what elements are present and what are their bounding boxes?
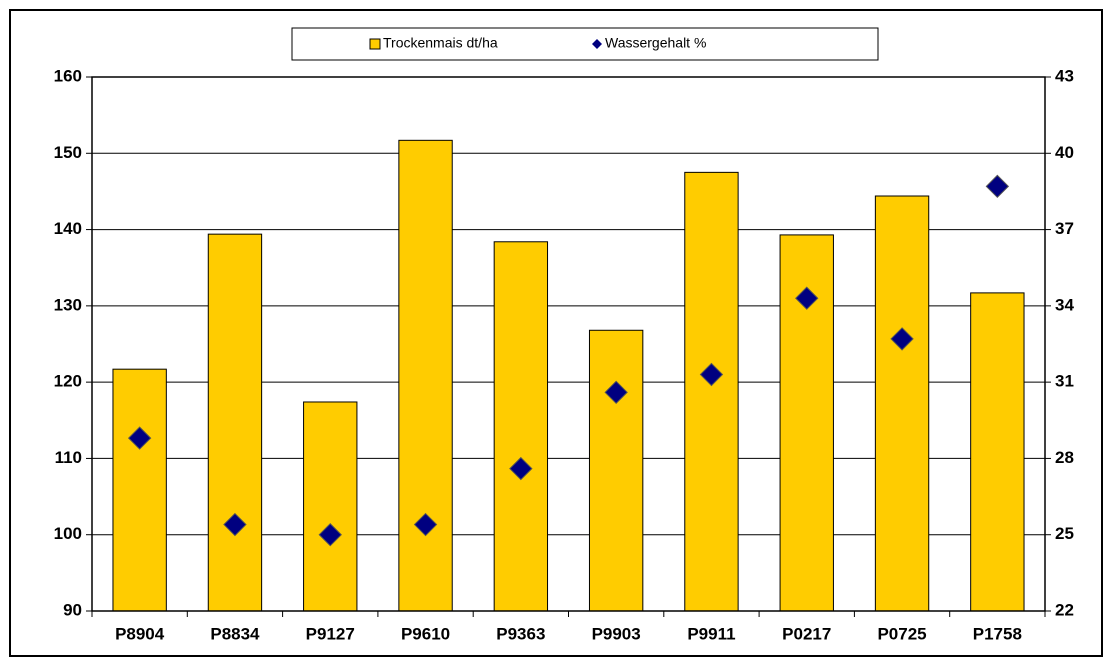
bar <box>112 368 167 612</box>
x-tick-label: P8904 <box>115 624 165 643</box>
plot-border <box>91 76 1046 612</box>
legend <box>291 27 879 61</box>
x-tick-label: P9363 <box>496 624 545 643</box>
y2-tick-label: 22 <box>1055 600 1074 619</box>
bar <box>874 195 930 612</box>
x-tick-label: P0725 <box>877 624 926 643</box>
point <box>890 327 914 351</box>
y-tick-label: 110 <box>55 448 82 467</box>
bar <box>398 139 453 612</box>
point <box>795 286 819 310</box>
bar <box>970 292 1025 612</box>
x-tick-label: P1758 <box>973 624 1022 643</box>
y-tick-label: 160 <box>54 66 82 85</box>
y2-tick-label: 31 <box>1055 372 1074 391</box>
bar <box>684 171 739 612</box>
point <box>604 380 628 405</box>
x-tick-label: P8834 <box>210 624 260 643</box>
y2-tick-label: 25 <box>1055 524 1074 543</box>
bar <box>588 329 644 612</box>
point <box>985 174 1010 199</box>
legend-swatch <box>369 38 381 50</box>
y2-tick-label: 28 <box>1055 448 1074 467</box>
y2-tick-label: 40 <box>1055 143 1074 162</box>
x-tick-label: P0217 <box>782 624 831 643</box>
y-tick-label: 130 <box>54 295 82 314</box>
y-tick-label: 120 <box>54 372 82 391</box>
y-tick-label: 90 <box>63 600 82 619</box>
y2-tick-label: 37 <box>1055 219 1074 238</box>
point <box>413 512 438 537</box>
x-tick-label: P9903 <box>592 624 641 643</box>
y2-tick-label: 34 <box>1055 295 1074 314</box>
legend-label: Wassergehalt % <box>605 35 706 51</box>
y-tick-label: 140 <box>54 219 82 238</box>
bar <box>303 401 358 612</box>
legend-label: Trockenmais dt/ha <box>383 35 498 51</box>
legend-swatch <box>592 39 602 49</box>
bar <box>493 241 549 612</box>
x-tick-label: P9610 <box>401 624 450 643</box>
x-tick-label: P9911 <box>687 624 735 643</box>
point <box>318 523 342 547</box>
point <box>223 512 247 537</box>
bar <box>207 233 263 612</box>
y-tick-label: 150 <box>54 143 82 162</box>
point <box>699 362 724 387</box>
point <box>127 426 152 450</box>
point <box>509 456 533 481</box>
y-tick-label: 100 <box>54 524 82 543</box>
chart-frame <box>9 9 1103 657</box>
x-tick-label: P9127 <box>306 624 355 643</box>
y2-tick-label: 43 <box>1055 66 1074 85</box>
